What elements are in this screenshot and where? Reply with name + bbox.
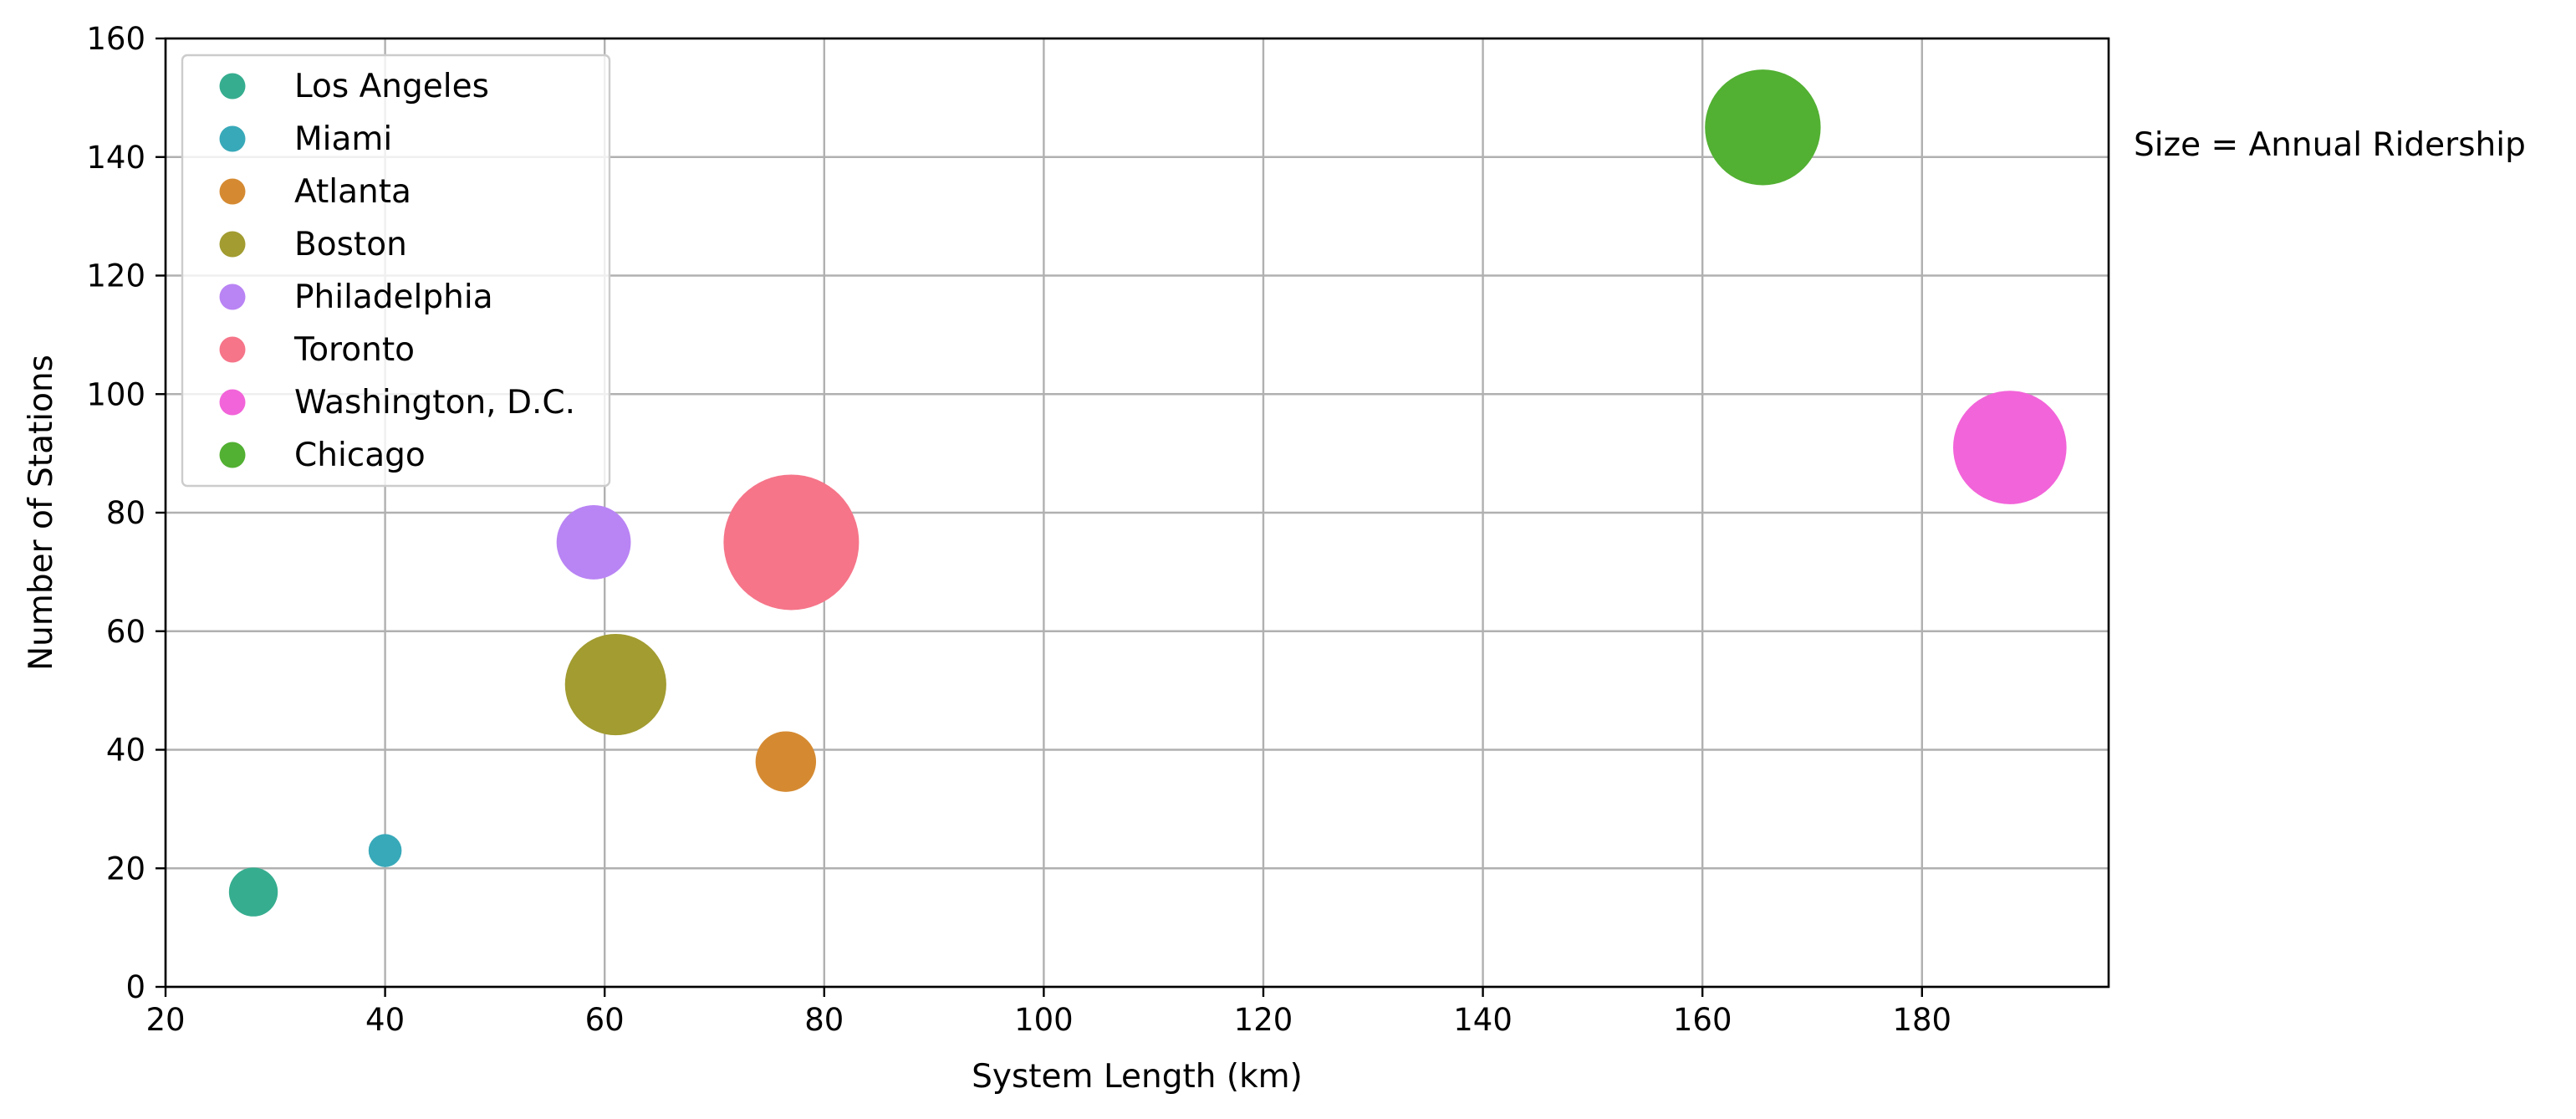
x-axis-label: System Length (km) xyxy=(972,1058,1303,1096)
bubble-point xyxy=(564,633,666,736)
axis-ticks: 20 40 60 80 100 120 140 160 18002040608010012014… xyxy=(86,21,1951,1038)
legend-label: Miami xyxy=(294,120,392,158)
x-tick-label: 60 xyxy=(585,1002,625,1038)
legend-marker xyxy=(219,178,246,205)
y-tick-label: 20 xyxy=(106,851,145,887)
legend-label: Chicago xyxy=(294,437,426,474)
y-tick-label: 140 xyxy=(86,140,145,176)
bubble-point xyxy=(1705,69,1821,186)
legend-label: Los Angeles xyxy=(294,68,489,105)
x-tick-label: 100 xyxy=(1014,1002,1074,1038)
legend-marker xyxy=(219,73,246,100)
legend-marker xyxy=(219,231,246,258)
bubble-point xyxy=(755,731,817,792)
y-tick-label: 100 xyxy=(86,376,145,412)
x-tick-label: 140 xyxy=(1453,1002,1512,1038)
bubble-point xyxy=(368,834,402,867)
bubbles xyxy=(228,69,2067,917)
y-axis-label: Number of Stations xyxy=(23,355,60,671)
legend-marker xyxy=(219,442,246,468)
legend-label: Philadelphia xyxy=(294,278,493,316)
y-tick-label: 80 xyxy=(106,495,145,531)
legend-label: Boston xyxy=(294,226,407,263)
legend-box xyxy=(181,54,611,488)
y-tick-label: 160 xyxy=(86,21,145,57)
legend-marker xyxy=(219,125,246,152)
legend-label: Atlanta xyxy=(294,173,411,211)
bubble-point xyxy=(723,474,860,611)
legend-label: Toronto xyxy=(293,331,415,369)
y-tick-label: 0 xyxy=(125,969,145,1005)
x-tick-label: 160 xyxy=(1673,1002,1732,1038)
bubble-point xyxy=(1953,391,2067,504)
x-tick-label: 20 xyxy=(145,1002,185,1038)
x-tick-label: 180 xyxy=(1892,1002,1951,1038)
bubble-point xyxy=(556,505,631,580)
y-tick-label: 60 xyxy=(106,614,145,650)
y-tick-label: 40 xyxy=(106,733,145,769)
legend-label: Washington, D.C. xyxy=(294,384,575,422)
x-tick-label: 80 xyxy=(804,1002,844,1038)
legend-marker xyxy=(219,336,246,363)
bubble-size-note: Size = Annual Ridership xyxy=(2134,126,2526,164)
y-tick-label: 120 xyxy=(86,258,145,294)
legend: Los Angeles Miami Atlanta Boston Philadelphi… xyxy=(181,54,611,488)
x-tick-label: 40 xyxy=(365,1002,405,1038)
legend-marker xyxy=(219,284,246,310)
bubble-point xyxy=(228,867,278,917)
legend-marker xyxy=(219,389,246,416)
x-tick-label: 120 xyxy=(1234,1002,1293,1038)
